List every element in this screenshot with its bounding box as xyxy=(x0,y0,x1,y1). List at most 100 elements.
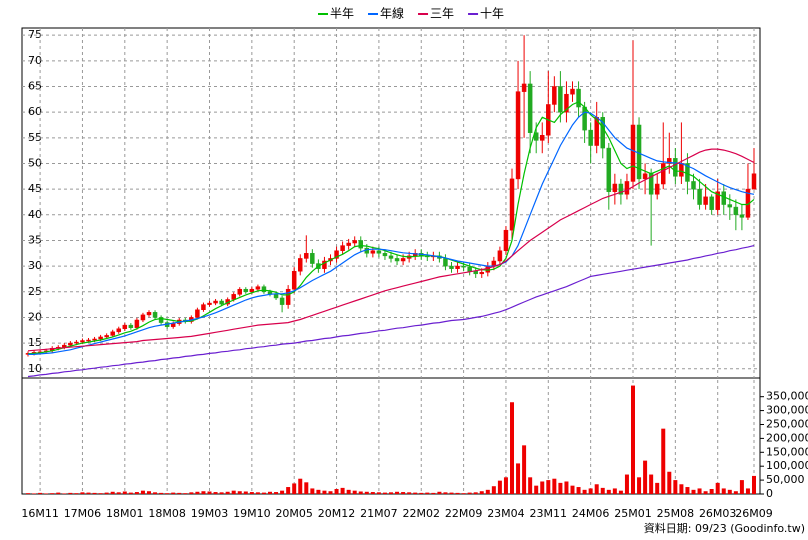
candle-body xyxy=(461,265,466,268)
volume-bar xyxy=(213,492,218,494)
candle-body xyxy=(195,309,200,318)
volume-bar xyxy=(26,493,30,494)
candle-body xyxy=(606,147,612,192)
volume-bar xyxy=(316,489,321,494)
candle-body xyxy=(134,319,140,328)
y-tick-label: 45 xyxy=(28,182,42,195)
volume-bar xyxy=(431,492,436,494)
volume-bar xyxy=(739,480,744,494)
candle-body xyxy=(727,204,733,208)
volume-bar xyxy=(655,482,660,494)
volume-bar xyxy=(298,478,303,494)
candle-body xyxy=(618,183,624,195)
volume-bar xyxy=(612,488,617,494)
x-tick-label: 18M01 xyxy=(106,507,144,520)
volume-bar xyxy=(147,491,151,494)
candle-body xyxy=(733,206,739,216)
volume-bar xyxy=(528,477,533,494)
candle-body xyxy=(691,181,696,190)
volume-bar xyxy=(207,491,212,494)
candle-body xyxy=(739,214,745,218)
x-tick-label: 17M06 xyxy=(64,507,102,520)
y-tick-label: 30 xyxy=(28,259,42,272)
volume-bar xyxy=(709,488,714,494)
candle-body xyxy=(388,255,394,259)
volume-bar xyxy=(606,489,611,494)
candle-body xyxy=(140,314,146,321)
y-tick-label: 25 xyxy=(28,285,42,298)
volume-bar xyxy=(697,488,702,494)
volume-bar xyxy=(80,492,85,494)
candle-body xyxy=(74,341,79,344)
volume-bar xyxy=(745,488,750,494)
y-tick-label: 55 xyxy=(28,131,42,144)
x-tick-label: 26M03 xyxy=(699,507,737,520)
volume-bar xyxy=(50,493,55,494)
candle-body xyxy=(116,328,121,333)
volume-bar xyxy=(346,489,351,494)
candle-body xyxy=(304,253,309,259)
candle-body xyxy=(600,117,605,149)
volume-bar xyxy=(382,492,387,494)
y2-tick-label: 0 xyxy=(766,487,773,500)
volume-bar xyxy=(389,492,393,494)
candle-body xyxy=(279,297,285,305)
candle-body xyxy=(285,288,291,305)
volume-bar xyxy=(401,492,406,494)
volume-bar xyxy=(268,491,272,494)
volume-bar xyxy=(304,482,309,494)
volume-bar xyxy=(376,492,381,494)
candle-body xyxy=(243,288,249,293)
volume-bar xyxy=(92,492,97,494)
candle-body xyxy=(261,286,267,293)
candle-body xyxy=(122,324,128,329)
y-tick-label: 50 xyxy=(28,156,42,169)
y2-tick-label: 250,000 xyxy=(766,417,808,430)
volume-bar xyxy=(685,487,690,494)
candle-body xyxy=(86,339,91,342)
candle-body xyxy=(449,265,454,269)
candle-body xyxy=(473,271,478,275)
y-tick-label: 75 xyxy=(28,28,42,41)
volume-bar xyxy=(510,402,514,494)
volume-bar xyxy=(594,484,599,494)
volume-bar xyxy=(56,492,61,494)
y-tick-label: 60 xyxy=(28,105,42,118)
volume-bar xyxy=(449,492,454,494)
volume-bar xyxy=(485,489,490,494)
volume-bar xyxy=(679,484,684,494)
volume-bar xyxy=(122,491,127,494)
candle-body xyxy=(558,86,563,113)
candle-body xyxy=(158,317,164,323)
x-tick-label: 25M08 xyxy=(657,507,695,520)
ma-line xyxy=(27,101,755,355)
candle-body xyxy=(709,196,714,210)
candle-body xyxy=(588,129,593,146)
volume-bar xyxy=(74,493,79,494)
candle-body xyxy=(110,331,115,336)
volume-bar xyxy=(104,492,109,494)
candle-body xyxy=(552,86,557,105)
candle-body xyxy=(255,286,261,290)
y-tick-label: 35 xyxy=(28,233,42,246)
volume-bar xyxy=(292,483,297,494)
y-tick-label: 10 xyxy=(28,362,42,375)
x-tick-label: 21M07 xyxy=(360,507,398,520)
y-tick-label: 65 xyxy=(28,80,42,93)
candle-body xyxy=(503,229,509,251)
volume-bar xyxy=(588,488,593,494)
candle-body xyxy=(527,83,533,133)
candle-body xyxy=(455,265,460,269)
volume-bar xyxy=(649,474,654,494)
volume-bar xyxy=(467,492,472,494)
volume-bar xyxy=(691,489,696,494)
ma-line xyxy=(27,245,755,378)
volume-bar xyxy=(419,492,424,494)
y2-tick-label: 100,000 xyxy=(766,459,808,472)
volume-bar xyxy=(62,493,67,494)
volume-bar xyxy=(407,492,412,494)
candle-body xyxy=(467,266,472,272)
candle-body xyxy=(661,163,666,185)
volume-bar xyxy=(177,492,182,494)
